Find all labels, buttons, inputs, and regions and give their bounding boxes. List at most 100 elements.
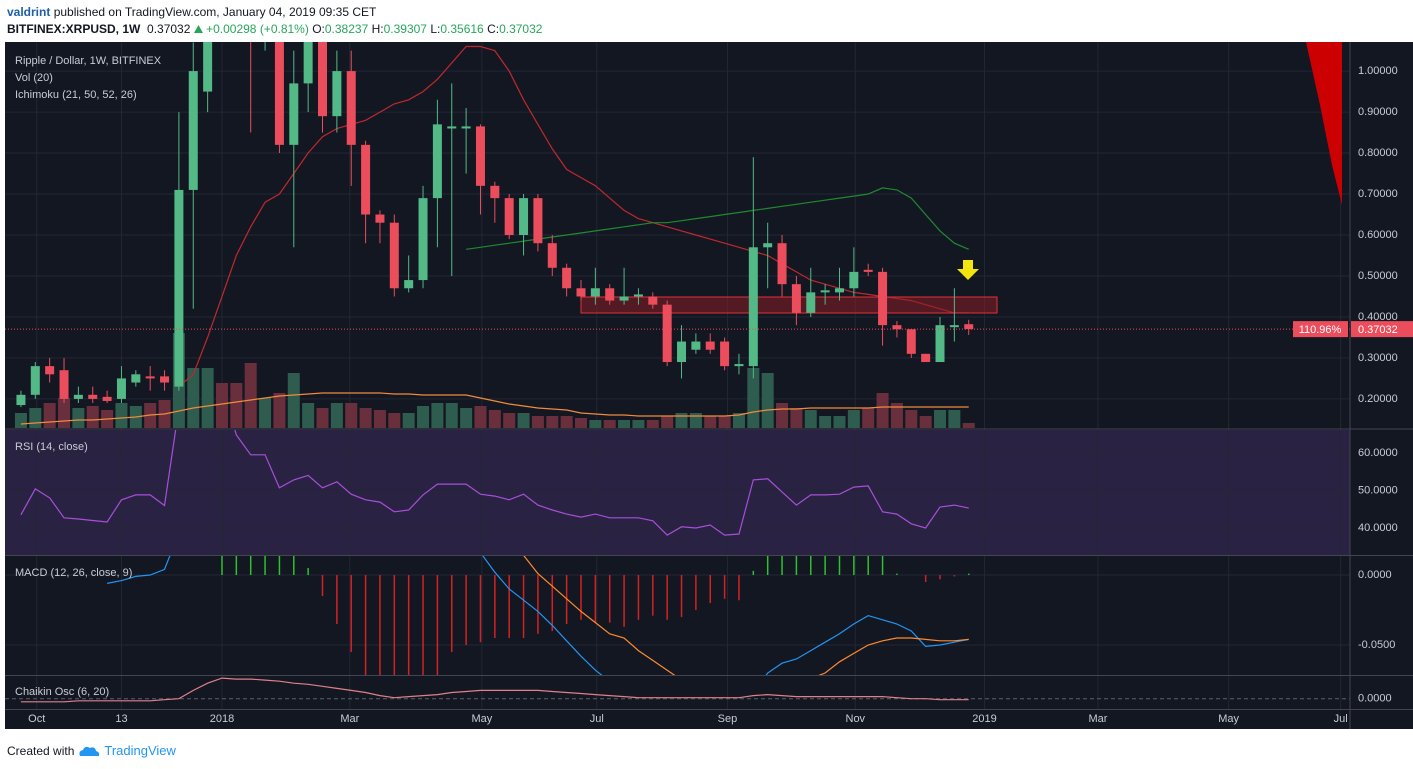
author[interactable]: valdrint bbox=[7, 5, 51, 19]
volume-bar bbox=[244, 363, 257, 428]
last-price-value: 0.37032 bbox=[1358, 324, 1398, 336]
last-price-box bbox=[1351, 321, 1413, 338]
volume-bar bbox=[287, 373, 300, 428]
volume-bar bbox=[43, 403, 56, 428]
y-tick-label: 0.0000 bbox=[1358, 569, 1392, 581]
volume-bar bbox=[445, 403, 458, 428]
candle-body bbox=[490, 185, 500, 199]
pane-title: Chaikin Osc (6, 20) bbox=[15, 686, 109, 698]
candle-body bbox=[906, 329, 916, 354]
macd-pane bbox=[106, 556, 970, 675]
candle-body bbox=[318, 42, 328, 117]
brand[interactable]: TradingView bbox=[104, 743, 176, 758]
ohlc-value: 0.38237 bbox=[324, 22, 369, 36]
volume-bar bbox=[819, 416, 832, 428]
ohlc-label: O: bbox=[312, 22, 325, 36]
volume-bar bbox=[115, 403, 128, 428]
x-tick-label: Oct bbox=[28, 713, 45, 725]
candle-body bbox=[705, 341, 715, 350]
x-tick-label: May bbox=[1218, 713, 1239, 725]
volume-bar bbox=[402, 413, 415, 428]
candle-body bbox=[547, 243, 557, 268]
volume-bar bbox=[86, 406, 99, 428]
candle-body bbox=[332, 71, 342, 117]
volume-bar bbox=[517, 413, 530, 428]
candle-body bbox=[389, 222, 399, 289]
candle-body bbox=[648, 296, 658, 305]
volume-bar bbox=[531, 416, 544, 428]
candle-body bbox=[461, 126, 471, 129]
y-tick-label: 1.00000 bbox=[1358, 65, 1398, 77]
candle-body bbox=[633, 294, 643, 297]
footer: Created with TradingView bbox=[7, 743, 176, 758]
y-tick-label: 0.30000 bbox=[1358, 352, 1398, 364]
candle-body bbox=[418, 198, 428, 281]
candle-body bbox=[791, 284, 801, 313]
candle-body bbox=[662, 304, 672, 363]
chaikin-pane bbox=[20, 677, 969, 703]
candle-body bbox=[289, 83, 299, 145]
volume-bar bbox=[359, 408, 372, 428]
candle-body bbox=[59, 370, 69, 399]
ohlc-value: 0.39307 bbox=[383, 22, 427, 36]
candle-body bbox=[432, 124, 442, 199]
volume-bar bbox=[29, 408, 42, 428]
header-line: valdrint published on TradingView.com, J… bbox=[7, 4, 542, 21]
x-tick-label: Jul bbox=[590, 713, 604, 725]
volume-bar bbox=[675, 413, 688, 428]
x-tick-label: Mar bbox=[340, 713, 359, 725]
candle-body bbox=[404, 280, 414, 289]
x-tick-label: 2018 bbox=[210, 713, 234, 725]
candle-body bbox=[892, 325, 902, 330]
volume-bar bbox=[460, 408, 473, 428]
volume-bar bbox=[488, 410, 501, 428]
volume-bar bbox=[302, 403, 315, 428]
ohlc-value: 0.35616 bbox=[440, 22, 484, 36]
candle-body bbox=[188, 71, 198, 190]
y-tick-label: 0.20000 bbox=[1358, 393, 1398, 405]
volume-bar bbox=[603, 420, 616, 428]
footer-text: Created with bbox=[7, 743, 75, 758]
volume-bar bbox=[72, 408, 85, 428]
volume-bar bbox=[201, 368, 214, 428]
candle-body bbox=[447, 126, 457, 129]
candle-body bbox=[921, 353, 931, 363]
volume-bar bbox=[187, 368, 200, 428]
volume-bar bbox=[689, 413, 702, 428]
chaikin-line bbox=[20, 677, 969, 703]
candle-body bbox=[863, 269, 873, 272]
candle-body bbox=[346, 71, 356, 145]
logo bbox=[79, 746, 100, 756]
volume-bar bbox=[574, 418, 587, 428]
candle-body bbox=[576, 288, 586, 297]
candle-body bbox=[203, 42, 213, 92]
main-pane bbox=[5, 42, 1350, 428]
candle-body bbox=[619, 296, 629, 301]
candle-body bbox=[504, 198, 514, 235]
y-tick-label: 0.50000 bbox=[1358, 270, 1398, 282]
pane-title: MACD (12, 26, close, 9) bbox=[15, 567, 132, 579]
volume-bar bbox=[704, 416, 717, 428]
volume-bar bbox=[661, 416, 674, 428]
candle-body bbox=[964, 324, 974, 330]
volume-bar bbox=[962, 423, 975, 428]
y-tick-label: 0.40000 bbox=[1358, 311, 1398, 323]
axes: Oct 13 2018 Mar May Jul Sep Nov 2019 Mar May Jul 0.2… bbox=[5, 42, 1413, 729]
ichimoku-line bbox=[466, 187, 969, 250]
volume-bar bbox=[388, 413, 401, 428]
x-tick-label: 13 bbox=[115, 713, 127, 725]
candle-body bbox=[145, 376, 155, 379]
volume-bar bbox=[804, 410, 817, 428]
published: published on TradingView.com, January 04… bbox=[53, 5, 377, 19]
volume-bar bbox=[934, 410, 947, 428]
candle-body bbox=[45, 366, 55, 375]
candle-body bbox=[949, 325, 959, 328]
macd-line bbox=[106, 556, 969, 675]
volume-bar bbox=[732, 413, 745, 428]
candle-body bbox=[677, 341, 687, 363]
volume-bar bbox=[316, 408, 329, 428]
candle-body bbox=[562, 267, 572, 289]
volume-bar bbox=[862, 408, 875, 428]
volume-bar bbox=[345, 403, 358, 428]
